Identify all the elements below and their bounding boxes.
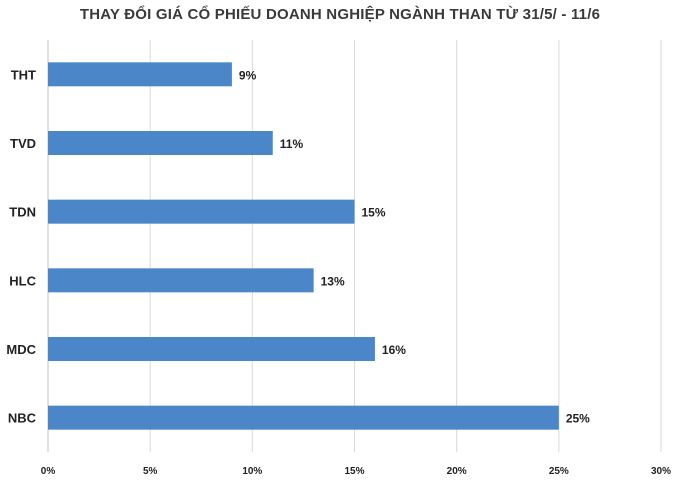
- category-label-nbc: NBC: [8, 411, 37, 426]
- x-tick-label-1: 5%: [143, 466, 158, 477]
- category-label-tdn: TDN: [9, 205, 36, 220]
- x-tick-label-0: 0%: [41, 466, 56, 477]
- bar-nbc: [48, 405, 559, 430]
- data-label-mdc: 16%: [382, 343, 406, 357]
- bar-tht: [48, 62, 232, 87]
- bar-tvd: [48, 131, 273, 155]
- category-label-tht: THT: [11, 67, 36, 82]
- chart-title: THAY ĐỔI GIÁ CỔ PHIẾU DOANH NGHIỆP NGÀNH…: [79, 6, 601, 23]
- x-tick-label-5: 25%: [549, 466, 569, 477]
- bar-mdc: [48, 337, 375, 361]
- x-tick-label-3: 15%: [344, 466, 364, 477]
- data-label-tht: 9%: [239, 68, 257, 82]
- data-label-nbc: 25%: [566, 412, 590, 426]
- x-tick-label-4: 20%: [447, 466, 467, 477]
- data-label-tvd: 11%: [280, 137, 304, 151]
- x-tick-label-6: 30%: [651, 466, 671, 477]
- data-label-tdn: 15%: [362, 206, 386, 220]
- bar-tdn: [48, 199, 355, 224]
- category-label-tvd: TVD: [10, 136, 36, 151]
- data-label-hlc: 13%: [321, 274, 345, 288]
- bar-hlc: [48, 268, 314, 293]
- category-label-hlc: HLC: [9, 273, 36, 288]
- category-label-mdc: MDC: [6, 342, 36, 357]
- x-tick-label-2: 10%: [242, 466, 262, 477]
